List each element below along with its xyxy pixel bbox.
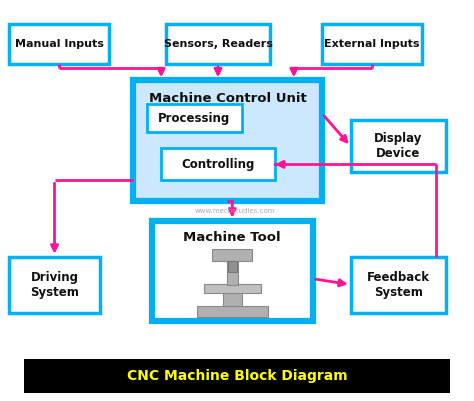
FancyBboxPatch shape <box>24 359 450 393</box>
Text: Processing: Processing <box>158 112 230 125</box>
FancyBboxPatch shape <box>197 306 268 317</box>
FancyBboxPatch shape <box>322 24 422 64</box>
FancyBboxPatch shape <box>223 290 242 306</box>
Text: External Inputs: External Inputs <box>324 39 420 49</box>
FancyBboxPatch shape <box>351 120 446 172</box>
FancyBboxPatch shape <box>228 261 237 272</box>
FancyBboxPatch shape <box>212 249 252 261</box>
Text: CNC Machine Block Diagram: CNC Machine Block Diagram <box>127 369 347 383</box>
FancyBboxPatch shape <box>204 284 261 293</box>
FancyBboxPatch shape <box>227 259 238 285</box>
FancyBboxPatch shape <box>9 24 109 64</box>
Text: Driving
System: Driving System <box>30 271 79 299</box>
FancyBboxPatch shape <box>147 104 242 132</box>
Text: Machine Tool: Machine Tool <box>183 231 281 244</box>
FancyBboxPatch shape <box>351 257 446 313</box>
Text: Display
Device: Display Device <box>374 132 422 160</box>
Text: www.mechstudies.com: www.mechstudies.com <box>194 208 275 213</box>
Text: Manual Inputs: Manual Inputs <box>15 39 104 49</box>
FancyBboxPatch shape <box>161 148 275 180</box>
Text: Feedback
System: Feedback System <box>367 271 429 299</box>
Text: Controlling: Controlling <box>182 158 255 171</box>
FancyBboxPatch shape <box>166 24 270 64</box>
Text: Sensors, Readers: Sensors, Readers <box>164 39 273 49</box>
FancyBboxPatch shape <box>133 80 322 200</box>
Text: Machine Control Unit: Machine Control Unit <box>149 92 306 105</box>
FancyBboxPatch shape <box>152 221 313 321</box>
FancyBboxPatch shape <box>9 257 100 313</box>
